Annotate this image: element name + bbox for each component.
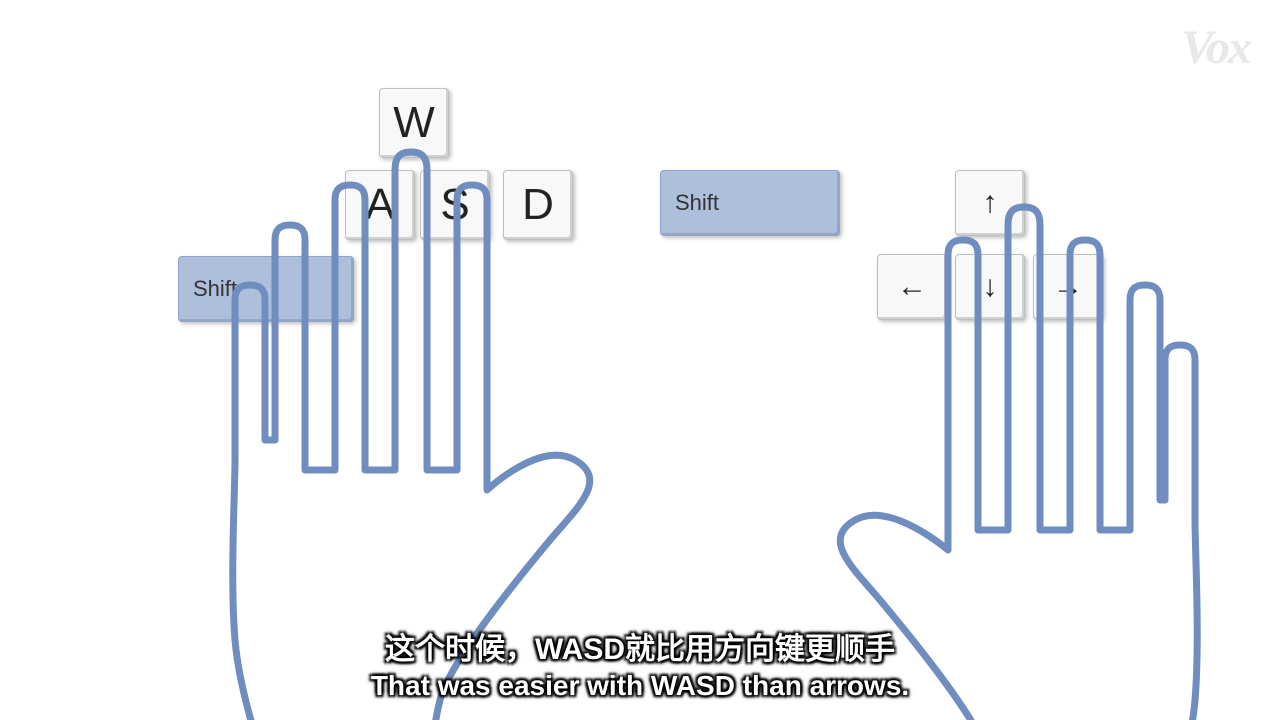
vox-logo: Vox	[1181, 20, 1250, 75]
diagram-stage: Vox W A S D Shift Shift ↑ ← ↓ → 这个时候，WAS…	[0, 0, 1280, 720]
subtitle-en: That was easier with WASD than arrows.	[0, 670, 1280, 702]
subtitles: 这个时候，WASD就比用方向键更顺手 That was easier with …	[0, 624, 1280, 702]
subtitle-cn: 这个时候，WASD就比用方向键更顺手	[0, 624, 1280, 668]
